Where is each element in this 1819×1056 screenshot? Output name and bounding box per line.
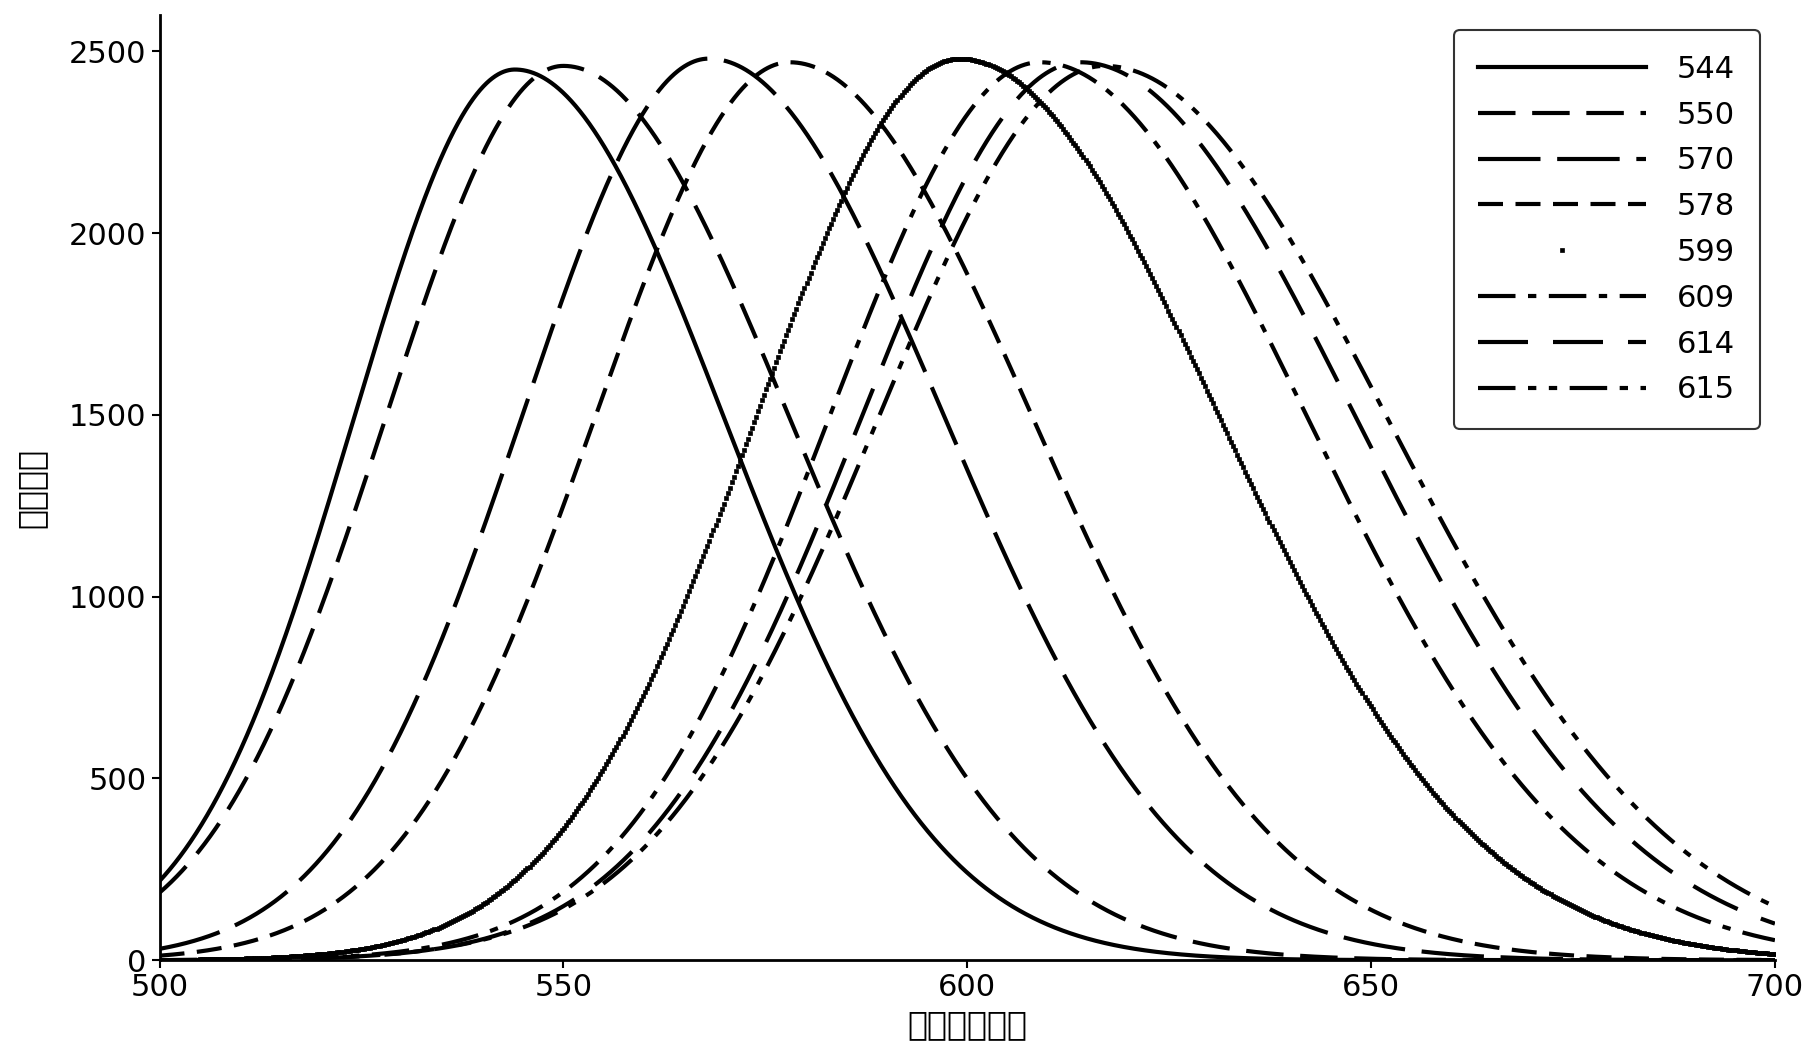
615 [1117, 62, 1139, 75]
Line: 550: 550 [160, 65, 1775, 960]
615 [1764, 900, 1786, 912]
570 [1477, 950, 1499, 963]
Line: 615: 615 [160, 65, 1775, 960]
615 [1199, 120, 1221, 133]
599 [1090, 176, 1111, 189]
614 [1199, 151, 1221, 164]
578 [1764, 954, 1786, 966]
615 [149, 954, 171, 966]
609 [442, 936, 464, 948]
570 [1355, 937, 1377, 949]
550 [149, 886, 171, 899]
Line: 614: 614 [160, 62, 1775, 960]
578 [1355, 901, 1377, 913]
609 [1199, 222, 1221, 234]
599 [1543, 889, 1564, 902]
550 [442, 216, 464, 229]
Y-axis label: 荺光强度: 荺光强度 [15, 448, 47, 528]
544 [149, 874, 171, 887]
609 [1117, 105, 1139, 117]
570 [1199, 863, 1221, 875]
570 [766, 90, 788, 102]
599 [1131, 252, 1153, 265]
570 [149, 943, 171, 956]
599 [1375, 724, 1397, 737]
614 [766, 614, 788, 626]
550 [1199, 939, 1221, 951]
544 [1477, 954, 1499, 966]
609 [1355, 527, 1377, 540]
599 [247, 951, 269, 964]
609 [766, 545, 788, 558]
614 [442, 940, 464, 953]
578 [1199, 755, 1221, 768]
Line: 544: 544 [160, 70, 1775, 960]
614 [149, 954, 171, 966]
X-axis label: 波长（纳米）: 波长（纳米） [908, 1008, 1028, 1041]
615 [766, 641, 788, 654]
578 [766, 58, 788, 71]
544 [1764, 954, 1786, 966]
Line: 578: 578 [160, 62, 1775, 960]
578 [779, 56, 800, 69]
550 [1477, 954, 1499, 966]
609 [1477, 735, 1499, 748]
614 [1355, 430, 1377, 442]
615 [1093, 59, 1115, 72]
544 [1117, 942, 1139, 955]
599 [149, 954, 171, 966]
570 [442, 605, 464, 618]
Line: 570: 570 [160, 59, 1775, 960]
Line: 609: 609 [160, 62, 1775, 960]
Line: 599: 599 [156, 56, 1777, 962]
570 [1764, 954, 1786, 966]
544 [442, 127, 464, 139]
578 [442, 755, 464, 768]
578 [1477, 940, 1499, 953]
614 [1070, 56, 1091, 69]
578 [1117, 617, 1139, 629]
570 [698, 53, 720, 65]
550 [1764, 954, 1786, 966]
544 [504, 63, 526, 76]
599 [1764, 947, 1786, 960]
550 [766, 381, 788, 394]
Legend: 544, 550, 570, 578, 599, 609, 614, 615: 544, 550, 570, 578, 599, 609, 614, 615 [1453, 31, 1759, 429]
550 [1355, 953, 1377, 965]
544 [1199, 950, 1221, 963]
615 [442, 940, 464, 953]
615 [1355, 370, 1377, 382]
614 [1477, 656, 1499, 668]
570 [1117, 773, 1139, 786]
550 [1117, 914, 1139, 927]
614 [1117, 70, 1139, 82]
544 [1355, 954, 1377, 966]
609 [1030, 56, 1051, 69]
614 [1764, 918, 1786, 930]
609 [1764, 934, 1786, 946]
550 [553, 59, 575, 72]
599 [1181, 351, 1202, 363]
578 [149, 949, 171, 962]
615 [1477, 598, 1499, 610]
544 [766, 545, 788, 558]
599 [950, 53, 971, 65]
609 [149, 954, 171, 966]
